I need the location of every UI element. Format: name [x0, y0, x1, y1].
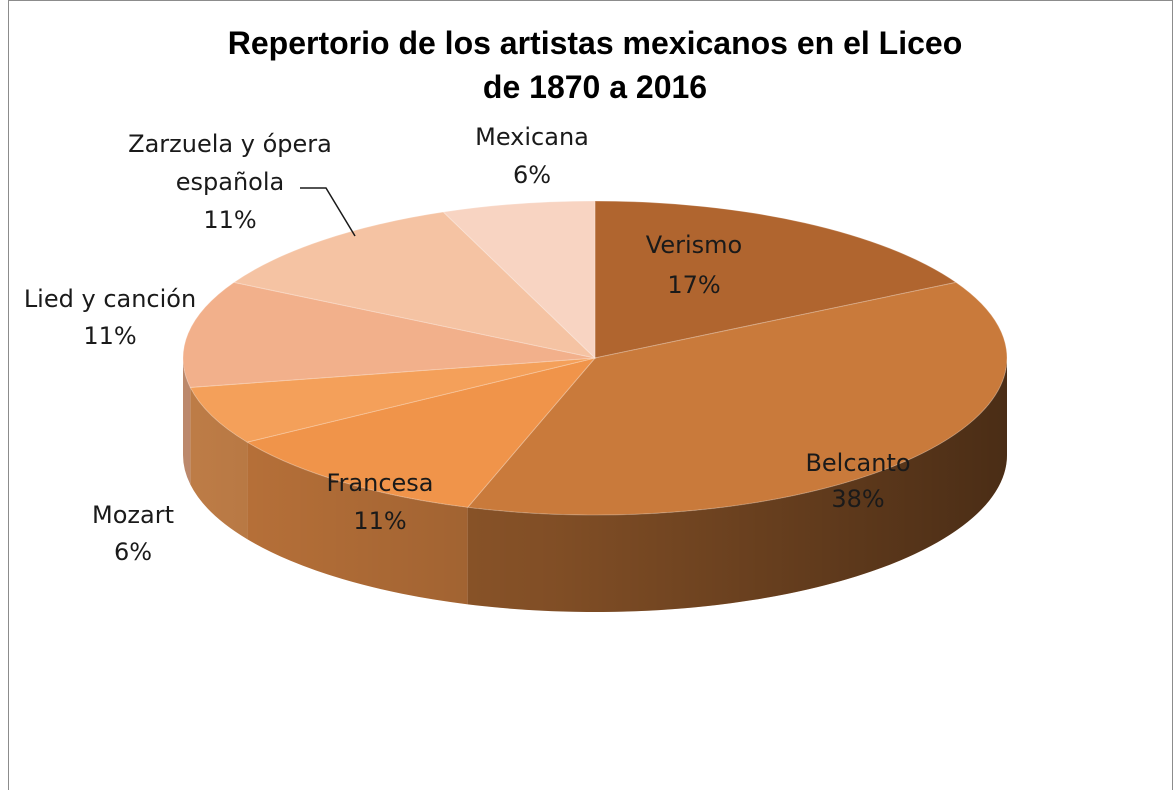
label-belcanto-name: Belcanto: [805, 449, 910, 477]
chart-subtitle: de 1870 a 2016: [483, 69, 707, 105]
label-zarzuela-line2: española: [176, 168, 284, 196]
pie-slice-lied-y-cancion: [182, 281, 596, 388]
pie-top: [182, 200, 1008, 516]
slice-label-lied: Lied y canción 11%: [24, 285, 196, 350]
label-lied-name: Lied y canción: [24, 285, 196, 313]
pie-slice-verismo: [594, 200, 958, 359]
slice-label-mozart: Mozart 6%: [92, 501, 174, 566]
slice-label-verismo: Verismo 17%: [646, 231, 742, 299]
label-lied-pct: 11%: [83, 322, 136, 350]
slice-label-belcanto: Belcanto 38%: [805, 449, 910, 513]
label-francesa-name: Francesa: [326, 469, 433, 497]
label-mozart-name: Mozart: [92, 501, 174, 529]
label-verismo-name: Verismo: [646, 231, 742, 259]
label-zarzuela-line1: Zarzuela y ópera: [128, 130, 332, 158]
label-francesa-pct: 11%: [353, 507, 406, 535]
chart-title: Repertorio de los artistas mexicanos en …: [228, 25, 962, 61]
pie-slice-belcanto: [466, 281, 1008, 516]
pie-sides: [183, 358, 1007, 612]
slice-label-zarzuela: Zarzuela y ópera española 11%: [128, 130, 332, 234]
zarzuela-leader-line: [300, 187, 356, 237]
slice-label-francesa: Francesa 11%: [326, 469, 433, 535]
pie-slice-zarzuela-y-opera-espanola: [232, 211, 597, 359]
slice-label-mexicana: Mexicana 6%: [475, 123, 589, 189]
label-belcanto-pct: 38%: [831, 485, 884, 513]
pie-slice-francesa: [245, 357, 597, 508]
pie-slice-mozart: [189, 357, 596, 443]
pie-side-shading: [183, 358, 1007, 612]
label-mozart-pct: 6%: [114, 538, 152, 566]
label-verismo-pct: 17%: [667, 271, 720, 299]
pie-slice-mexicana: [442, 200, 596, 360]
pie-chart: Repertorio de los artistas mexicanos en …: [24, 25, 1008, 612]
label-mexicana-name: Mexicana: [475, 123, 589, 151]
label-zarzuela-pct: 11%: [203, 206, 256, 234]
label-mexicana-pct: 6%: [513, 161, 551, 189]
